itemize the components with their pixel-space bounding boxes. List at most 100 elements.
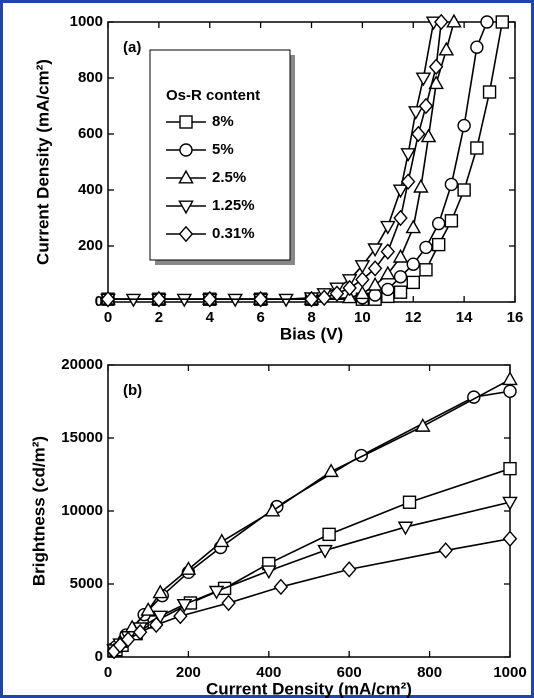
data-point xyxy=(213,533,230,548)
data-point xyxy=(323,463,339,478)
legend-marker xyxy=(179,143,193,157)
data-point xyxy=(503,461,517,476)
x-tick-label: 4 xyxy=(206,309,215,326)
x-tick-label: 2 xyxy=(155,309,163,326)
legend-label: 0.31% xyxy=(212,225,255,242)
y-tick-label: 400 xyxy=(78,181,103,198)
data-point xyxy=(407,106,424,120)
x-tick-label: 0 xyxy=(104,309,112,326)
y-tick-label: 5000 xyxy=(70,575,103,592)
data-point xyxy=(208,585,225,600)
data-point xyxy=(400,148,416,162)
data-point xyxy=(480,15,494,29)
data-point xyxy=(406,275,420,290)
data-point xyxy=(329,285,345,302)
data-point xyxy=(434,13,449,31)
data-point xyxy=(393,285,408,299)
data-point xyxy=(457,118,471,133)
x-tick-label: 12 xyxy=(405,309,422,326)
data-point xyxy=(341,561,357,578)
data-point xyxy=(380,220,396,235)
x-tick-label: 600 xyxy=(337,664,362,681)
panel-label: (a) xyxy=(123,39,141,56)
panel-label: (b) xyxy=(123,382,142,399)
series-line xyxy=(119,378,511,643)
data-point xyxy=(414,417,431,432)
data-point xyxy=(261,565,277,580)
y-tick-label: 0 xyxy=(95,648,103,665)
data-point xyxy=(419,263,433,277)
data-point xyxy=(180,561,197,575)
data-point xyxy=(316,289,332,307)
data-point xyxy=(176,598,193,613)
data-point xyxy=(120,631,136,648)
data-point xyxy=(503,384,517,398)
legend-box xyxy=(149,49,291,261)
data-point xyxy=(428,58,444,76)
data-point xyxy=(367,276,383,291)
y-tick-label: 200 xyxy=(78,237,103,254)
data-point xyxy=(393,270,408,284)
y-tick-label: 800 xyxy=(78,69,103,86)
legend-marker xyxy=(178,200,194,215)
data-point xyxy=(322,527,336,542)
data-point xyxy=(149,616,164,634)
x-tick-label: 200 xyxy=(176,664,201,681)
data-point xyxy=(470,141,484,155)
x-tick-label: 800 xyxy=(417,664,442,681)
data-point xyxy=(418,97,434,115)
y-tick-label: 20000 xyxy=(61,356,103,373)
data-point xyxy=(502,371,518,386)
data-point xyxy=(502,530,518,548)
data-point xyxy=(419,240,433,255)
data-point xyxy=(342,279,357,297)
data-point xyxy=(151,290,167,308)
data-point xyxy=(317,544,333,559)
data-point xyxy=(100,290,116,308)
data-point xyxy=(438,542,453,559)
data-point xyxy=(438,41,455,56)
data-point xyxy=(502,496,518,511)
x-tick-label: 400 xyxy=(256,664,281,681)
data-point xyxy=(411,125,426,143)
data-point xyxy=(431,237,446,252)
data-point xyxy=(397,521,414,536)
legend-label: 2.5% xyxy=(212,169,246,186)
data-point xyxy=(444,177,459,192)
y-axis-label: Brightness (cd/m²) xyxy=(29,436,48,586)
data-point xyxy=(405,219,422,234)
x-tick-label: 1000 xyxy=(493,664,526,681)
x-tick-label: 6 xyxy=(256,309,264,326)
data-point xyxy=(380,265,396,280)
data-point xyxy=(446,13,462,28)
data-point xyxy=(221,594,236,612)
data-point xyxy=(132,623,148,641)
data-point xyxy=(495,15,509,29)
data-point xyxy=(368,288,382,302)
data-point xyxy=(367,260,383,277)
data-point xyxy=(482,85,497,99)
data-point xyxy=(415,72,432,87)
data-point xyxy=(457,183,471,197)
data-point xyxy=(304,290,319,308)
data-point xyxy=(354,285,371,300)
legend-label: 8% xyxy=(212,113,234,130)
data-point xyxy=(152,584,169,599)
data-point xyxy=(381,282,395,297)
data-point xyxy=(227,293,243,308)
data-point xyxy=(431,216,446,231)
x-tick-label: 8 xyxy=(307,309,315,326)
data-point xyxy=(420,128,437,143)
x-tick-label: 14 xyxy=(456,309,473,326)
data-point xyxy=(380,243,396,260)
data-point xyxy=(125,293,142,308)
data-point xyxy=(393,209,408,227)
data-point xyxy=(392,248,409,263)
x-tick-label: 0 xyxy=(104,664,112,681)
data-point xyxy=(253,290,268,308)
y-tick-label: 10000 xyxy=(61,502,103,519)
data-point xyxy=(402,495,417,509)
data-point xyxy=(140,601,156,616)
x-tick-label: 16 xyxy=(507,309,524,326)
x-tick-label: 10 xyxy=(354,309,371,326)
